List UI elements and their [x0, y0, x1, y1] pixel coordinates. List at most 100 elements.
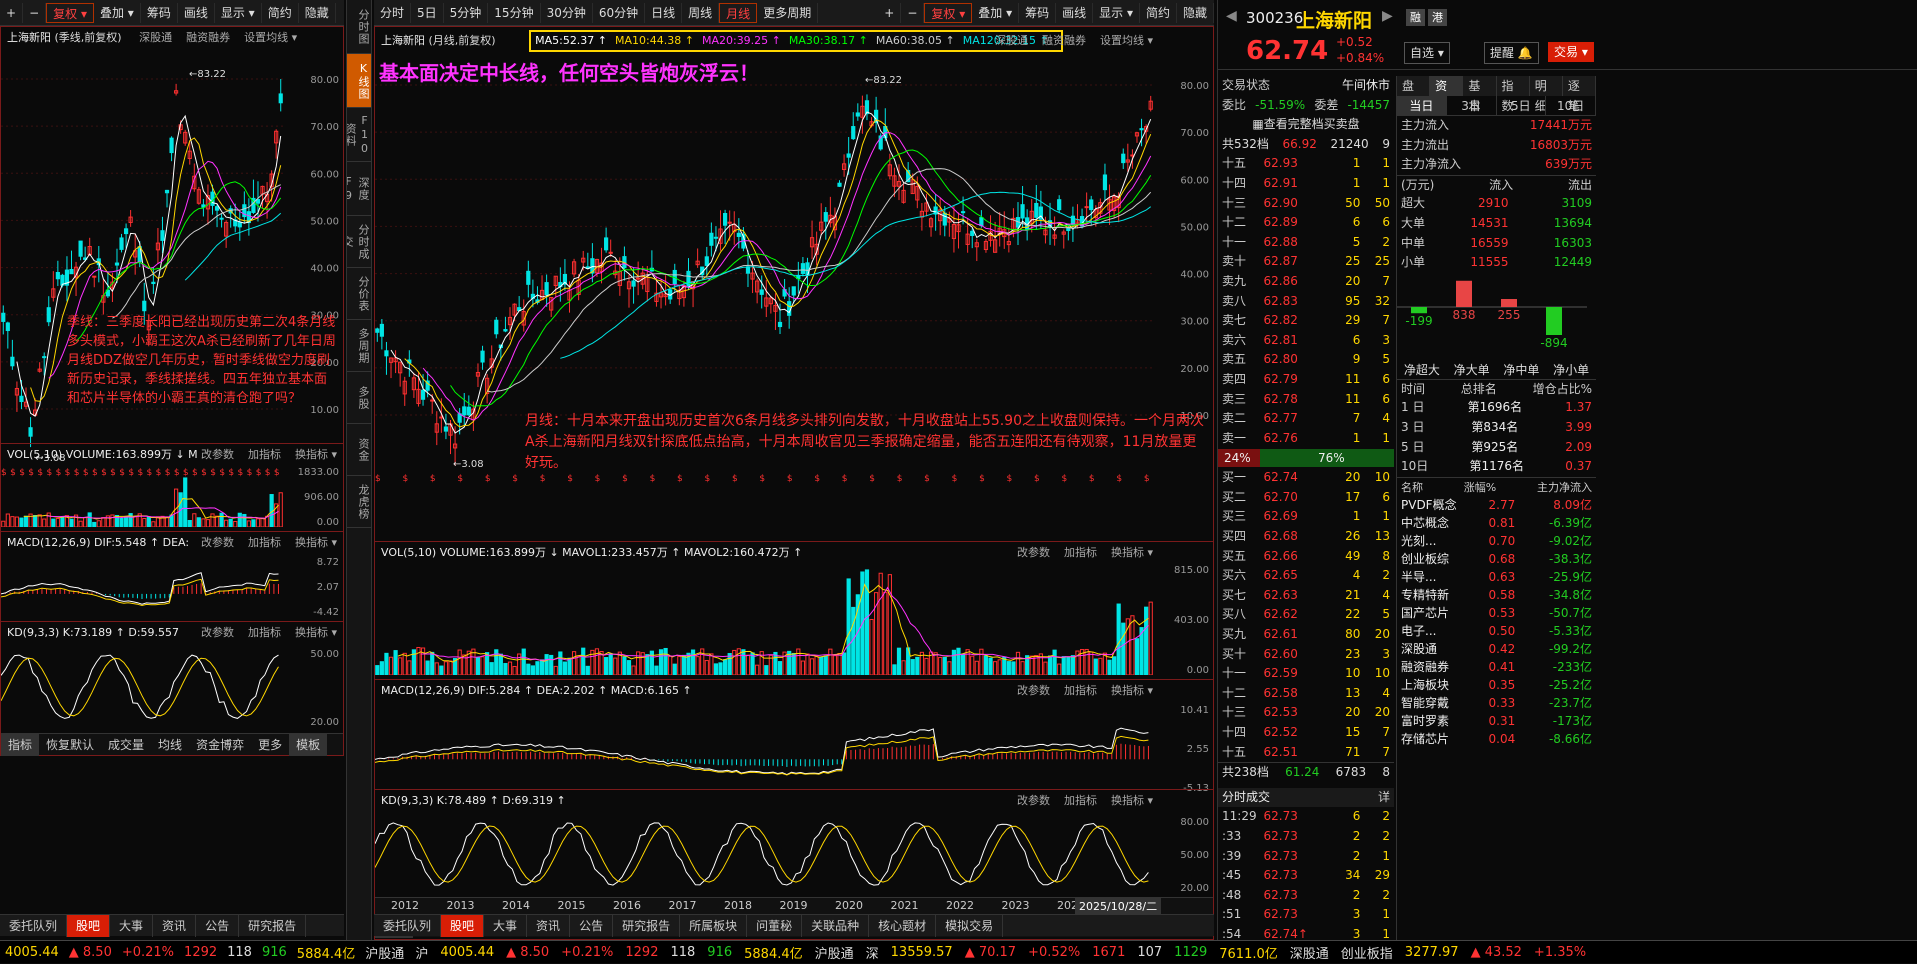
lml-link-2[interactable]: 换指标 ▾: [294, 536, 337, 549]
main-info-tab-0[interactable]: 委托队列: [374, 915, 442, 937]
period-tab-8[interactable]: 月线: [719, 2, 758, 23]
ticks-detail-button[interactable]: 详: [1377, 789, 1390, 804]
flow-tab-5[interactable]: 逐笔: [1563, 76, 1597, 113]
sector-row-8[interactable]: 深股通 0.42 -99.2亿: [1397, 640, 1596, 658]
vtab-8[interactable]: 资金: [347, 424, 371, 476]
ask-row-8[interactable]: 卖七 62.82 29 7: [1218, 311, 1394, 331]
left-info-tab-4[interactable]: 公告: [196, 915, 240, 937]
flow-tab-2[interactable]: 基本: [1463, 76, 1497, 113]
vtab-5[interactable]: 分价表: [347, 268, 371, 320]
sector-row-1[interactable]: 中芯概念 0.81 -6.39亿: [1397, 514, 1596, 532]
sector-row-7[interactable]: 电子... 0.50 -5.33亿: [1397, 622, 1596, 640]
vtab-1[interactable]: K线图: [347, 54, 371, 108]
ask-row-9[interactable]: 卖六 62.81 6 3: [1218, 331, 1394, 351]
mvl-link-2[interactable]: 换指标 ▾: [1110, 546, 1153, 559]
tick-row-6[interactable]: :54 62.74↑ 3 1: [1218, 925, 1394, 945]
main-info-tab-4[interactable]: 公告: [570, 915, 614, 937]
bid-row-1[interactable]: 买二 62.70 17 6: [1218, 488, 1394, 508]
left-indicator-0[interactable]: 指标: [1, 733, 40, 756]
tick-row-5[interactable]: :51 62.73 3 1: [1218, 905, 1394, 925]
mml-link-0[interactable]: 改参数: [1016, 684, 1050, 697]
period-tab-4[interactable]: 30分钟: [541, 2, 593, 23]
day-tab-1[interactable]: 3日: [1447, 96, 1497, 115]
mkl-link-2[interactable]: 换指标 ▾: [1110, 794, 1153, 807]
left-header-link-2[interactable]: 设置均线 ▾: [244, 31, 298, 44]
sector-row-12[interactable]: 富时罗素 0.31 -173亿: [1397, 712, 1596, 730]
lml-link-0[interactable]: 改参数: [200, 536, 234, 549]
period-tab-3[interactable]: 15分钟: [488, 2, 541, 23]
main-info-tab-1[interactable]: 股吧: [441, 915, 485, 937]
left-header-link-1[interactable]: 融资融券: [186, 31, 231, 44]
sector-row-5[interactable]: 专精特新 0.58 -34.8亿: [1397, 586, 1596, 604]
lkl-link-0[interactable]: 改参数: [200, 626, 234, 639]
bid-row-6[interactable]: 买七 62.63 21 4: [1218, 586, 1394, 606]
sector-row-6[interactable]: 国产芯片 0.53 -50.7亿: [1397, 604, 1596, 622]
toolbar-7-button[interactable]: 简约: [262, 2, 299, 23]
toolbar-8-button[interactable]: 隐藏: [299, 2, 336, 23]
sector-row-9[interactable]: 融资融券 0.41 -233亿: [1397, 658, 1596, 676]
period-tab-0[interactable]: 分时: [374, 2, 412, 23]
period-tab-7[interactable]: 周线: [682, 2, 720, 23]
main-info-tab-6[interactable]: 所属板块: [680, 915, 748, 937]
ask-row-5[interactable]: 卖十 62.87 25 25: [1218, 252, 1394, 272]
ask-row-3[interactable]: 十二 62.89 6 6: [1218, 213, 1394, 233]
toolbar-6-button[interactable]: 显示 ▾: [215, 2, 262, 23]
main-toolbar-6-button[interactable]: 显示 ▾: [1093, 2, 1140, 23]
main-info-tab-5[interactable]: 研究报告: [613, 915, 681, 937]
ask-row-7[interactable]: 卖八 62.83 95 32: [1218, 292, 1394, 312]
period-tab-5[interactable]: 60分钟: [593, 2, 646, 23]
vtab-4[interactable]: 分时成交: [347, 216, 371, 268]
vtab-6[interactable]: 多周期: [347, 320, 371, 372]
tick-row-2[interactable]: :39 62.73 2 1: [1218, 847, 1394, 867]
main-header-link-1[interactable]: 融资融券: [1041, 34, 1086, 47]
sector-row-0[interactable]: PVDF概念 2.77 8.09亿: [1397, 496, 1596, 514]
bid-row-0[interactable]: 买一 62.74 20 10: [1218, 468, 1394, 488]
toolbar-5-button[interactable]: 画线: [178, 2, 215, 23]
left-info-tab-2[interactable]: 大事: [110, 915, 154, 937]
bid-row-3[interactable]: 买四 62.68 26 13: [1218, 527, 1394, 547]
vtab-7[interactable]: 多股: [347, 372, 371, 424]
day-tab-2[interactable]: 5日: [1497, 96, 1547, 115]
mvl-link-0[interactable]: 改参数: [1016, 546, 1050, 559]
main-toolbar-2-button[interactable]: 复权 ▾: [924, 2, 973, 23]
day-tab-3[interactable]: 10日: [1546, 96, 1596, 115]
watchlist-button[interactable]: 自选 ▾: [1404, 42, 1450, 64]
flow-tab-4[interactable]: 明细: [1530, 76, 1563, 113]
left-info-tab-5[interactable]: 研究报告: [239, 915, 307, 937]
tick-row-4[interactable]: :48 62.73 2 2: [1218, 886, 1394, 906]
main-header-link-2[interactable]: 设置均线 ▾: [1099, 34, 1153, 47]
left-indicator-2[interactable]: 成交量: [108, 737, 145, 752]
ask-row-11[interactable]: 卖四 62.79 11 6: [1218, 370, 1394, 390]
vtab-9[interactable]: 龙虎榜: [347, 476, 371, 528]
tick-row-1[interactable]: :33 62.73 2 2: [1218, 827, 1394, 847]
main-info-tab-9[interactable]: 核心题材: [869, 915, 937, 937]
lml-link-1[interactable]: 加指标: [247, 536, 281, 549]
toolbar-3-button[interactable]: 叠加 ▾: [94, 2, 141, 23]
toolbar-0-button[interactable]: +: [0, 2, 24, 23]
lvl-link-0[interactable]: 改参数: [200, 448, 234, 461]
main-info-tab-8[interactable]: 关联品种: [802, 915, 870, 937]
left-indicator-1[interactable]: 恢复默认: [46, 737, 95, 752]
ask-row-13[interactable]: 卖二 62.77 7 4: [1218, 409, 1394, 429]
full-book-link[interactable]: ▦ 查看完整档买卖盘: [1252, 117, 1360, 132]
bid-row-14[interactable]: 十五 62.51 71 7: [1218, 743, 1394, 763]
left-info-tab-0[interactable]: 委托队列: [0, 915, 68, 937]
lvl-link-1[interactable]: 加指标: [247, 448, 281, 461]
day-tab-0[interactable]: 当日: [1397, 96, 1447, 115]
main-toolbar-3-button[interactable]: 叠加 ▾: [972, 2, 1020, 23]
lkl-link-1[interactable]: 加指标: [247, 626, 281, 639]
forward-icon[interactable]: ▶: [1382, 8, 1393, 24]
tick-row-3[interactable]: :45 62.73 34 29: [1218, 866, 1394, 886]
main-info-tab-7[interactable]: 问董秘: [747, 915, 803, 937]
bid-row-4[interactable]: 买五 62.66 49 8: [1218, 547, 1394, 567]
vtab-3[interactable]: 深度F9: [347, 162, 371, 216]
main-toolbar-4-button[interactable]: 筹码: [1019, 2, 1057, 23]
ask-row-10[interactable]: 卖五 62.80 9 5: [1218, 350, 1394, 370]
left-indicator-6[interactable]: 模板: [289, 733, 328, 756]
main-header-link-0[interactable]: 深股通: [994, 34, 1028, 47]
main-info-tab-3[interactable]: 资讯: [527, 915, 571, 937]
left-indicator-3[interactable]: 均线: [158, 737, 183, 752]
left-header-link-0[interactable]: 深股通: [139, 31, 173, 44]
mkl-link-1[interactable]: 加指标: [1063, 794, 1097, 807]
bid-row-5[interactable]: 买六 62.65 4 2: [1218, 566, 1394, 586]
